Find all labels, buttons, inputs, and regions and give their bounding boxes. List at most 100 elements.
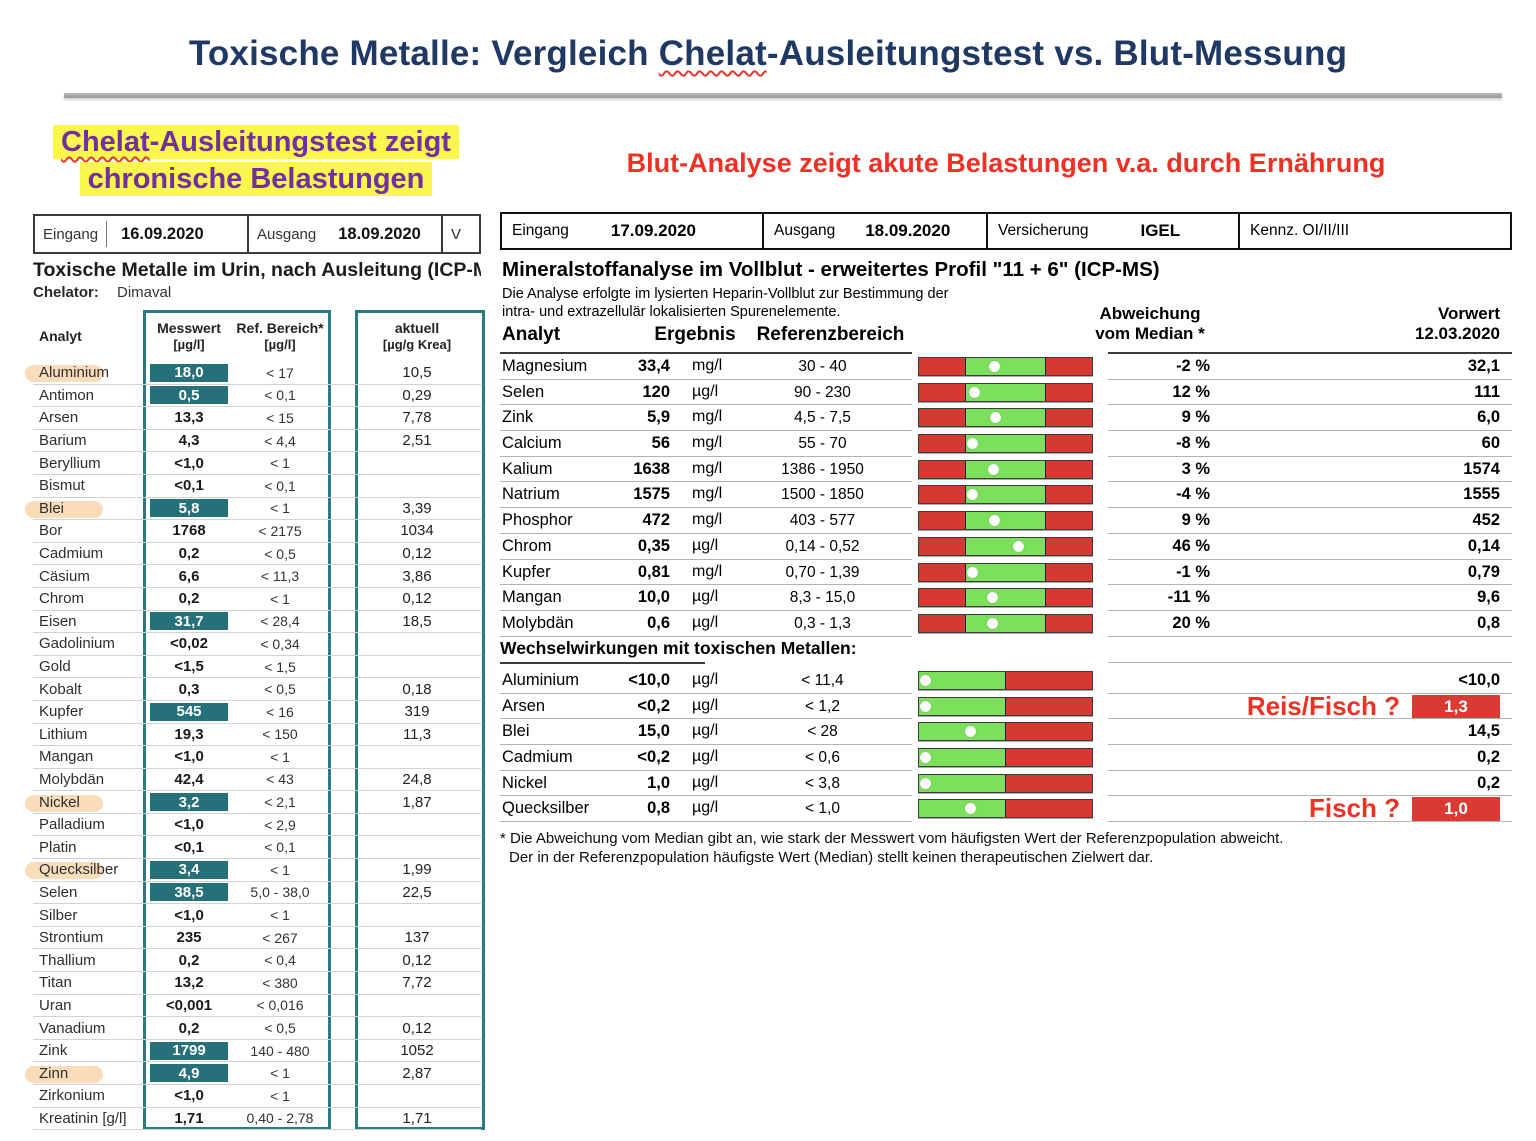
analyt-name: Strontium xyxy=(39,929,104,947)
dietary-source-note: Fisch ? xyxy=(1308,793,1400,824)
messwert-value: <0,02 xyxy=(170,635,208,653)
urine-table-row: Thallium 0,2 < 0,4 0,12 xyxy=(33,949,481,973)
row-divider-right xyxy=(1108,718,1512,720)
bar-green-segment xyxy=(964,460,1047,478)
range-bar xyxy=(918,357,1093,376)
value-marker-dot xyxy=(920,777,932,789)
aktuell-value: 0,29 xyxy=(402,386,432,404)
range-bar xyxy=(918,536,1093,556)
aktuell-value: 11,3 xyxy=(402,725,432,743)
aktuell-value: 1052 xyxy=(400,1042,434,1060)
analyt-name: Cadmium xyxy=(502,748,573,767)
abweichung-value: 12 % xyxy=(1172,382,1210,401)
messwert-value: 3,4 xyxy=(145,860,233,879)
left-headline-rest: -Ausleitungstest zeigt xyxy=(149,126,451,158)
chelator-label: Chelator: xyxy=(33,284,99,301)
urine-table-row: Platin <0,1 < 0,1 xyxy=(33,836,481,860)
bar-low-red-segment xyxy=(919,383,965,401)
bar-high-red-segment xyxy=(1005,800,1092,818)
row-divider-left xyxy=(500,404,912,406)
bar-low-red-segment xyxy=(919,537,965,555)
urine-table-row: Bismut <0,1 < 0,1 xyxy=(33,475,481,498)
row-divider-right xyxy=(1108,769,1512,771)
col-aktuell-label: aktuell xyxy=(394,319,440,336)
left-headline-wavy: Chelat xyxy=(61,126,150,158)
ref-bereich-value: < 267 xyxy=(262,929,298,946)
value-marker-dot xyxy=(969,386,981,398)
bar-green-segment xyxy=(964,589,1047,607)
messwert-value: 18,0 xyxy=(145,363,233,382)
row-divider-right xyxy=(1108,744,1512,746)
bar-green-segment xyxy=(964,563,1047,581)
meta-eingang: Eingang 16.09.2020 xyxy=(35,216,249,252)
ref-bereich-value: < 380 xyxy=(262,974,298,991)
analyt-name: Arsen xyxy=(39,409,79,427)
mineral-table-row: Molybdän 0,6 µg/l 0,3 - 1,3 20 % 0,8 xyxy=(500,611,1512,637)
ergebnis-value: 1,0 xyxy=(647,773,670,792)
ref-bereich-value: < 0,1 xyxy=(264,387,296,404)
analyt-name: Selen xyxy=(502,382,545,401)
messwert-value: 3,2 xyxy=(145,793,233,812)
analyt-name: Kupfer xyxy=(502,562,551,581)
unit-label: mg/l xyxy=(692,357,723,374)
ergebnis-value: 472 xyxy=(642,511,670,530)
analyt-name: Aluminium xyxy=(502,671,580,689)
col-messwert-unit: [µg/l] xyxy=(173,336,205,352)
col-abweichung: Abweichung vom Median * xyxy=(1055,304,1245,344)
left-headline-line2: chronische Belastungen xyxy=(79,162,433,196)
referenzbereich-value: 30 - 40 xyxy=(798,358,847,375)
analyt-name: Eisen xyxy=(39,612,77,630)
messwert-value: <1,0 xyxy=(174,906,204,924)
vorwert-value: 0,79 xyxy=(1467,562,1500,581)
col-refbereich: Ref. Bereich* [µg/l] xyxy=(233,320,327,353)
bar-high-red-segment xyxy=(1046,435,1092,453)
range-bar xyxy=(918,511,1093,531)
bar-green-segment xyxy=(919,800,1006,818)
referenzbereich-value: 90 - 230 xyxy=(794,383,851,401)
vorwert-value: 1555 xyxy=(1463,485,1500,504)
ausgang-label: Ausgang xyxy=(774,222,836,239)
aktuell-value: 0,12 xyxy=(402,545,432,563)
bar-low-red-segment xyxy=(919,435,965,453)
vorwert-alert-box: 1,0 xyxy=(1412,797,1500,822)
ref-bereich-value: < 43 xyxy=(266,771,294,788)
messwert-value: 19,3 xyxy=(174,725,204,743)
analyt-name: Quecksilber xyxy=(25,861,145,880)
referenzbereich-value: < 1,2 xyxy=(805,697,840,715)
row-divider-right xyxy=(1108,692,1512,694)
ergebnis-value: 1638 xyxy=(633,459,670,478)
col-aktuell-unit: [µg/g Krea] xyxy=(382,336,452,352)
row-divider-right xyxy=(1108,455,1512,457)
messwert-value: <1,0 xyxy=(174,748,204,766)
aktuell-value: 18,5 xyxy=(402,612,432,630)
toxic-section-divider-right xyxy=(1108,662,1512,663)
abweichung-value: -1 % xyxy=(1176,562,1210,581)
unit-label: µg/l xyxy=(692,722,719,740)
elevated-value-highlight: 0,5 xyxy=(150,386,228,405)
analyt-name: Palladium xyxy=(39,816,105,834)
analyt-name: Barium xyxy=(39,432,87,450)
row-divider-right xyxy=(1108,404,1512,406)
mineral-table-row: Kupfer 0,81 mg/l 0,70 - 1,39 -1 % 0,79 xyxy=(500,560,1512,586)
analyt-name: Chrom xyxy=(39,590,85,608)
referenzbereich-value: < 1,0 xyxy=(805,800,840,818)
footnote-line1: * Die Abweichung vom Median gibt an, wie… xyxy=(500,830,1284,847)
versicherung-label: Versicherung xyxy=(998,222,1089,239)
ref-bereich-value: < 28,4 xyxy=(260,613,300,630)
urine-table-row: Chrom 0,2 < 1 0,12 xyxy=(33,588,481,611)
bar-high-red-segment xyxy=(1046,460,1092,478)
analyt-name: Zink xyxy=(502,408,534,427)
abweichung-value: 9 % xyxy=(1181,408,1210,427)
bar-low-red-segment xyxy=(919,409,965,427)
value-marker-dot xyxy=(967,489,979,501)
analyt-name: Bor xyxy=(39,522,63,540)
messwert-value: 1,71 xyxy=(174,1109,204,1127)
analyt-name: Molybdän xyxy=(39,770,105,788)
elevated-value-highlight: 1799 xyxy=(150,1041,228,1060)
aktuell-value: 2,87 xyxy=(402,1064,432,1082)
bar-green-segment xyxy=(964,435,1047,453)
value-marker-dot xyxy=(987,463,999,475)
urine-table-row: Kreatinin [g/l] 1,71 0,40 - 2,78 1,71 xyxy=(33,1108,481,1131)
aktuell-value: 1,71 xyxy=(402,1109,432,1127)
messwert-value: 42,4 xyxy=(174,770,204,788)
